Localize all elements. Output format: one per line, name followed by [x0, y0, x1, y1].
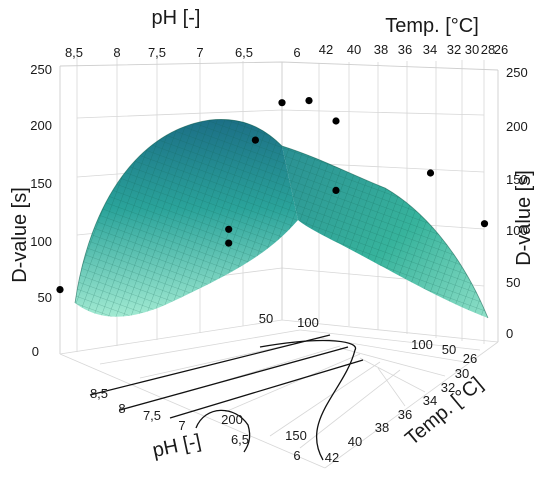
ph-tick-bottom: 8 — [118, 401, 125, 416]
ph-axis-title-top: pH [-] — [152, 7, 201, 29]
observation-point — [426, 169, 435, 177]
contour-line — [119, 346, 349, 411]
temp-tick-top: 34 — [423, 42, 437, 57]
temp-tick-bottom: 32 — [441, 380, 455, 395]
contour-line — [259, 339, 357, 461]
temp-tick-bottom: 38 — [375, 420, 389, 435]
ph-tick-top: 8 — [113, 45, 120, 60]
dvalue-tick-right: 100 — [506, 223, 528, 238]
dvalue-tick-left: 250 — [30, 62, 52, 77]
dvalue-tick-left: 200 — [30, 118, 52, 133]
temp-tick-bottom: 30 — [455, 366, 469, 381]
ph-tick-top: 7,5 — [148, 45, 166, 60]
ph-tick-bottom: 7,5 — [143, 408, 161, 423]
temp-grid-value: 50 — [442, 342, 456, 357]
temp-tick-top: 26 — [494, 42, 508, 57]
contour-grid-value: 100 — [297, 315, 319, 330]
temp-tick-top: 28 — [481, 42, 495, 57]
dvalue-tick-left: 100 — [30, 234, 52, 249]
temp-tick-top: 40 — [347, 42, 361, 57]
observation-point — [251, 136, 259, 144]
temp-tick-bottom: 26 — [463, 351, 477, 366]
dvalue-tick-right: 150 — [506, 172, 528, 187]
dvalue-tick-right: 250 — [506, 65, 528, 80]
contour-line — [89, 334, 331, 396]
temp-axis-title-top: Temp. [°C] — [385, 15, 479, 37]
dvalue-tick-left: 150 — [30, 176, 52, 191]
ph-tick-bottom: 6 — [293, 448, 300, 463]
temp-tick-top: 42 — [319, 42, 333, 57]
dvalue-tick-left: 50 — [38, 290, 52, 305]
ph-tick-bottom: 8,5 — [90, 386, 108, 401]
ph-tick-top: 6 — [293, 45, 300, 60]
contour-label: 150 — [285, 428, 307, 443]
ph-tick-top: 6,5 — [235, 45, 253, 60]
dvalue-tick-right: 0 — [506, 326, 513, 341]
ph-axis-title-bottom: pH [-] — [151, 430, 203, 462]
response-surface — [74, 119, 489, 319]
ph-tick-bottom: 6,5 — [231, 432, 249, 447]
observation-point — [332, 186, 340, 194]
observation-point — [278, 99, 286, 107]
temp-grid-value: 100 — [411, 337, 433, 352]
ph-tick-top: 8,5 — [65, 45, 83, 60]
observation-point — [225, 239, 233, 247]
temp-tick-top: 32 — [447, 42, 461, 57]
temp-tick-top: 36 — [398, 42, 412, 57]
contour-line — [195, 409, 251, 453]
temp-tick-top: 38 — [374, 42, 388, 57]
observation-point — [480, 220, 489, 228]
dvalue-tick-right: 50 — [506, 275, 520, 290]
ph-tick-bottom: 7 — [178, 418, 185, 433]
dvalue-tick-left: 0 — [32, 344, 39, 359]
observation-point — [332, 117, 340, 125]
contour-lines — [89, 334, 364, 461]
tick-labels: 8,5 8 7,5 7 6,5 6 42 40 38 36 34 32 30 28265010015020… — [30, 42, 527, 465]
temp-tick-bottom: 40 — [348, 434, 362, 449]
observation-point — [225, 225, 233, 233]
observation-point — [305, 97, 313, 105]
observation-points — [56, 97, 489, 294]
temp-tick-bottom: 42 — [325, 450, 339, 465]
dvalue-axis-title-left: D-value [s] — [9, 187, 31, 283]
contour-line — [169, 359, 364, 419]
dvalue-tick-right: 200 — [506, 119, 528, 134]
temp-tick-bottom: 34 — [423, 393, 437, 408]
observation-point — [56, 286, 64, 294]
contour-label: 200 — [221, 412, 243, 427]
ph-tick-top: 7 — [196, 45, 203, 60]
temp-tick-bottom: 36 — [398, 407, 412, 422]
temp-tick-top: 30 — [465, 42, 479, 57]
contour-grid-value: 50 — [259, 311, 273, 326]
dvalue-axis-title-right: D-value [s] — [513, 170, 535, 266]
